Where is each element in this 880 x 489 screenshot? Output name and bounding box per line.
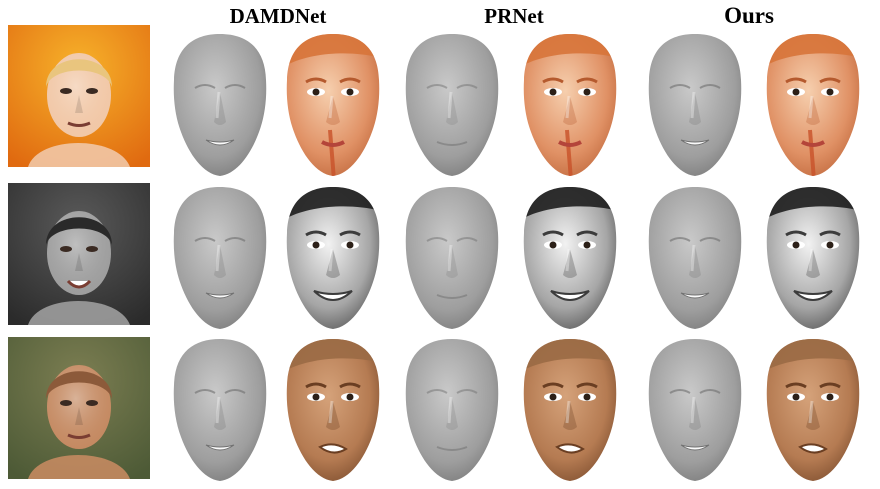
- prnet-texture-row-3: [515, 335, 625, 485]
- input-photo-row-3: [8, 337, 150, 479]
- prnet-shape-row-3: [397, 335, 507, 485]
- column-header-damdnet: DAMDNet: [229, 4, 327, 28]
- ours-texture-row-3: [758, 335, 868, 485]
- ours-shape-row-3: [640, 335, 750, 485]
- damdnet-texture-row-1: [278, 30, 388, 180]
- column-header-prnet: PRNet: [484, 4, 544, 28]
- ours-shape-row-2: [640, 183, 750, 333]
- prnet-texture-row-1: [515, 30, 625, 180]
- damdnet-shape-row-2: [165, 183, 275, 333]
- prnet-shape-row-1: [397, 30, 507, 180]
- damdnet-shape-row-1: [165, 30, 275, 180]
- ours-texture-row-2: [758, 183, 868, 333]
- input-photo-row-2: [8, 183, 150, 325]
- ours-texture-row-1: [758, 30, 868, 180]
- damdnet-texture-row-3: [278, 335, 388, 485]
- prnet-texture-row-2: [515, 183, 625, 333]
- damdnet-texture-row-2: [278, 183, 388, 333]
- prnet-shape-row-2: [397, 183, 507, 333]
- damdnet-shape-row-3: [165, 335, 275, 485]
- column-header-ours: Ours: [724, 3, 774, 28]
- input-photo-row-1: [8, 25, 150, 167]
- ours-shape-row-1: [640, 30, 750, 180]
